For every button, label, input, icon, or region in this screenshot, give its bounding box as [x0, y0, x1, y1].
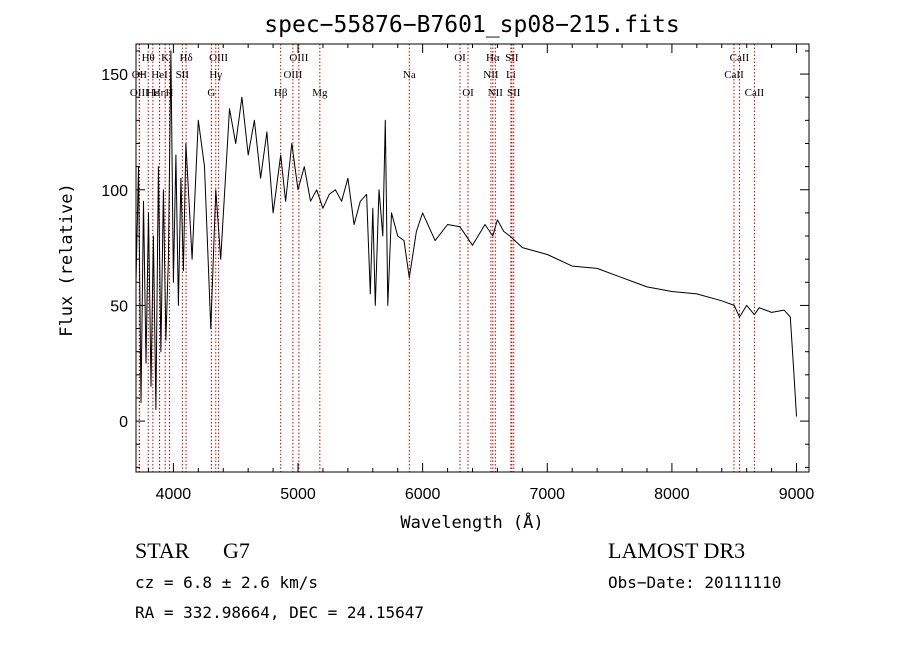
x-tick-label: 8000 — [654, 486, 690, 503]
object-subclass: G7 — [222, 538, 250, 563]
object-class: STAR — [135, 538, 190, 563]
spectral-line-label: Hγ — [209, 69, 222, 81]
y-tick-label: 100 — [101, 183, 128, 200]
x-tick-label: 4000 — [156, 486, 192, 503]
spectral-line-label: OIII — [289, 52, 308, 64]
spectral-line-label: OIII — [130, 87, 149, 99]
spectral-line-label: Li — [506, 69, 516, 81]
x-tick-label: 6000 — [405, 486, 441, 503]
spectral-line-label: Hα — [486, 52, 500, 64]
y-tick-label: 0 — [119, 414, 128, 431]
y-tick-label: 150 — [101, 67, 128, 84]
y-axis-label: Flux (relative) — [57, 183, 77, 337]
spectral-line-label: OIII — [283, 69, 302, 81]
spectral-line-label: HeI — [151, 69, 168, 81]
spectral-line-label: Hδ — [180, 52, 193, 64]
spectral-line-label: OIII — [209, 52, 228, 64]
spectrum-line — [135, 50, 797, 417]
spectral-line-label: CaII — [730, 52, 750, 64]
spectral-line-label: OI — [454, 52, 466, 64]
spectral-line-label: K — [161, 52, 169, 64]
spectral-line-label: Na — [403, 69, 416, 81]
chart-title: spec−55876−B7601_sp08−215.fits — [264, 12, 679, 38]
redshift-cz: cz = 6.8 ± 2.6 km/s — [135, 573, 319, 592]
survey-name: LAMOST DR3 — [608, 538, 746, 563]
x-tick-label: 9000 — [779, 486, 815, 503]
spectral-line-label: Hβ — [274, 87, 288, 99]
spectral-line-label: NII — [483, 69, 499, 81]
spectrum-plot — [135, 50, 797, 417]
spectral-line-label: CaII — [745, 87, 765, 99]
y-tick-label: 50 — [110, 298, 128, 315]
x-axis: 4000 5000 6000 7000 8000 9000 — [147, 44, 815, 503]
obs-date: Obs−Date: 20111110 — [608, 573, 782, 592]
plot-frame — [135, 43, 810, 473]
spectral-line-label: Hθ — [142, 52, 155, 64]
spectral-line-label: Mg — [312, 87, 328, 99]
spectral-line-label: G — [207, 87, 215, 99]
object-classification: STAR G7 — [135, 538, 250, 564]
spectral-line-label: OI — [462, 87, 474, 99]
coordinates: RA = 332.98664, DEC = 24.15647 — [135, 603, 424, 622]
spectral-line-label: Hε — [147, 87, 160, 99]
x-tick-label: 5000 — [280, 486, 316, 503]
spectral-line-label: CaII — [724, 69, 744, 81]
spectral-line-label: SII — [505, 52, 519, 64]
y-axis: 0 50 100 150 — [101, 50, 809, 468]
spectral-line-label: SII — [176, 69, 190, 81]
spectral-line-label: H — [166, 87, 174, 99]
x-axis-label: Wavelength (Å) — [400, 511, 543, 533]
spectral-line-label: SII — [507, 87, 521, 99]
x-tick-label: 7000 — [529, 486, 565, 503]
spectral-line-label: NII — [488, 87, 504, 99]
